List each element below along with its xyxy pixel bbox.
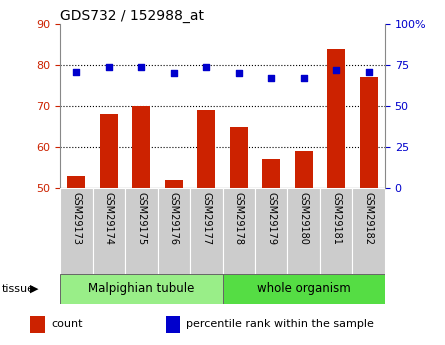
Bar xyxy=(30,316,45,333)
Text: GSM29177: GSM29177 xyxy=(201,193,211,246)
Text: count: count xyxy=(51,319,82,329)
Text: GSM29179: GSM29179 xyxy=(266,193,276,245)
Bar xyxy=(320,188,352,276)
Bar xyxy=(222,188,255,276)
Text: GSM29173: GSM29173 xyxy=(71,193,81,245)
Point xyxy=(73,69,80,75)
Text: GSM29180: GSM29180 xyxy=(299,193,309,245)
Bar xyxy=(197,110,215,188)
Bar xyxy=(262,159,280,188)
Bar xyxy=(230,127,248,188)
Point xyxy=(268,76,275,81)
Text: GSM29176: GSM29176 xyxy=(169,193,179,245)
Bar xyxy=(100,114,118,188)
Bar xyxy=(166,316,180,333)
Bar xyxy=(287,188,320,276)
Bar xyxy=(327,49,345,188)
Text: whole organism: whole organism xyxy=(257,283,351,295)
Point xyxy=(333,67,340,73)
Text: percentile rank within the sample: percentile rank within the sample xyxy=(186,319,374,329)
Bar xyxy=(360,77,378,188)
Text: tissue: tissue xyxy=(2,284,35,294)
Bar xyxy=(165,180,183,188)
Point xyxy=(300,76,307,81)
Text: GDS732 / 152988_at: GDS732 / 152988_at xyxy=(60,9,204,23)
Bar xyxy=(60,188,93,276)
Bar xyxy=(352,188,385,276)
Bar xyxy=(158,188,190,276)
Bar xyxy=(190,188,222,276)
Bar xyxy=(132,106,150,188)
Bar xyxy=(93,188,125,276)
Point xyxy=(170,71,178,76)
Bar xyxy=(125,188,158,276)
Text: GSM29174: GSM29174 xyxy=(104,193,114,245)
Point xyxy=(105,64,113,70)
Point xyxy=(203,64,210,70)
Bar xyxy=(295,151,313,188)
Point xyxy=(138,64,145,70)
Text: GSM29175: GSM29175 xyxy=(136,193,146,246)
Point xyxy=(365,69,372,75)
Text: GSM29178: GSM29178 xyxy=(234,193,244,245)
Text: GSM29182: GSM29182 xyxy=(364,193,374,245)
Point xyxy=(235,71,243,76)
Bar xyxy=(222,274,385,304)
Bar xyxy=(255,188,287,276)
Bar xyxy=(60,274,222,304)
Text: ▶: ▶ xyxy=(30,284,39,294)
Text: Malpighian tubule: Malpighian tubule xyxy=(88,283,194,295)
Bar xyxy=(67,176,85,188)
Text: GSM29181: GSM29181 xyxy=(331,193,341,245)
